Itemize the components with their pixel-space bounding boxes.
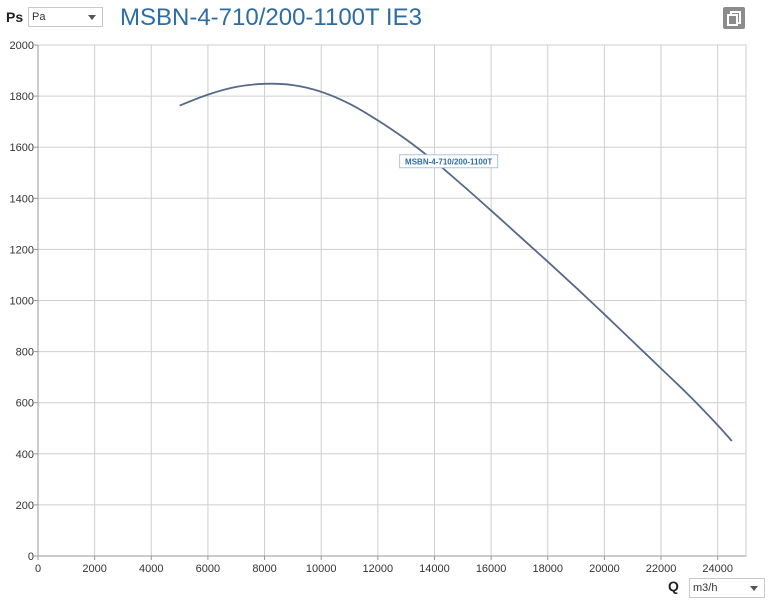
y-tick-label: 1200 [10, 244, 34, 256]
x-axis-name: Q [668, 578, 679, 594]
copy-icon [727, 11, 741, 26]
chart-title: MSBN-4-710/200-1100T IE3 [120, 4, 422, 31]
y-unit-select[interactable]: Pa [28, 7, 103, 27]
series-label-box [399, 154, 499, 169]
x-tick-label: 22000 [646, 563, 677, 575]
copy-button[interactable] [723, 7, 745, 29]
y-tick-label: 1600 [10, 142, 34, 154]
series-line [179, 82, 733, 442]
x-tick-label: 0 [35, 563, 41, 575]
chevron-down-icon [750, 586, 758, 591]
x-unit-select[interactable]: m3/h [689, 578, 765, 598]
y-tick-label: 800 [16, 347, 34, 359]
y-unit-value: Pa [32, 11, 46, 23]
chevron-down-icon [88, 15, 96, 20]
y-tick-label: 600 [16, 398, 34, 410]
y-tick-label: 1400 [10, 193, 34, 205]
x-unit-value: m3/h [693, 582, 718, 594]
x-tick-label: 14000 [419, 563, 450, 575]
y-tick-label: 200 [16, 500, 34, 512]
y-tick-label: 0 [28, 551, 34, 563]
x-tick-label: 8000 [252, 563, 276, 575]
y-axis-name: Ps [6, 9, 24, 25]
x-tick-label: 12000 [363, 563, 394, 575]
x-tick-label: 18000 [532, 563, 563, 575]
x-tick-label: 24000 [702, 563, 733, 575]
x-tick-label: 20000 [589, 563, 620, 575]
y-tick-label: 400 [16, 449, 34, 461]
y-tick-label: 1000 [10, 296, 34, 308]
x-tick-label: 4000 [139, 563, 163, 575]
series-label: MSBN-4-710/200-1100T [405, 157, 492, 166]
y-tick-label: 1800 [10, 91, 34, 103]
x-tick-label: 16000 [476, 563, 507, 575]
x-tick-label: 2000 [82, 563, 106, 575]
x-tick-label: 6000 [196, 563, 220, 575]
x-tick-label: 10000 [306, 563, 337, 575]
y-tick-label: 2000 [10, 40, 34, 52]
